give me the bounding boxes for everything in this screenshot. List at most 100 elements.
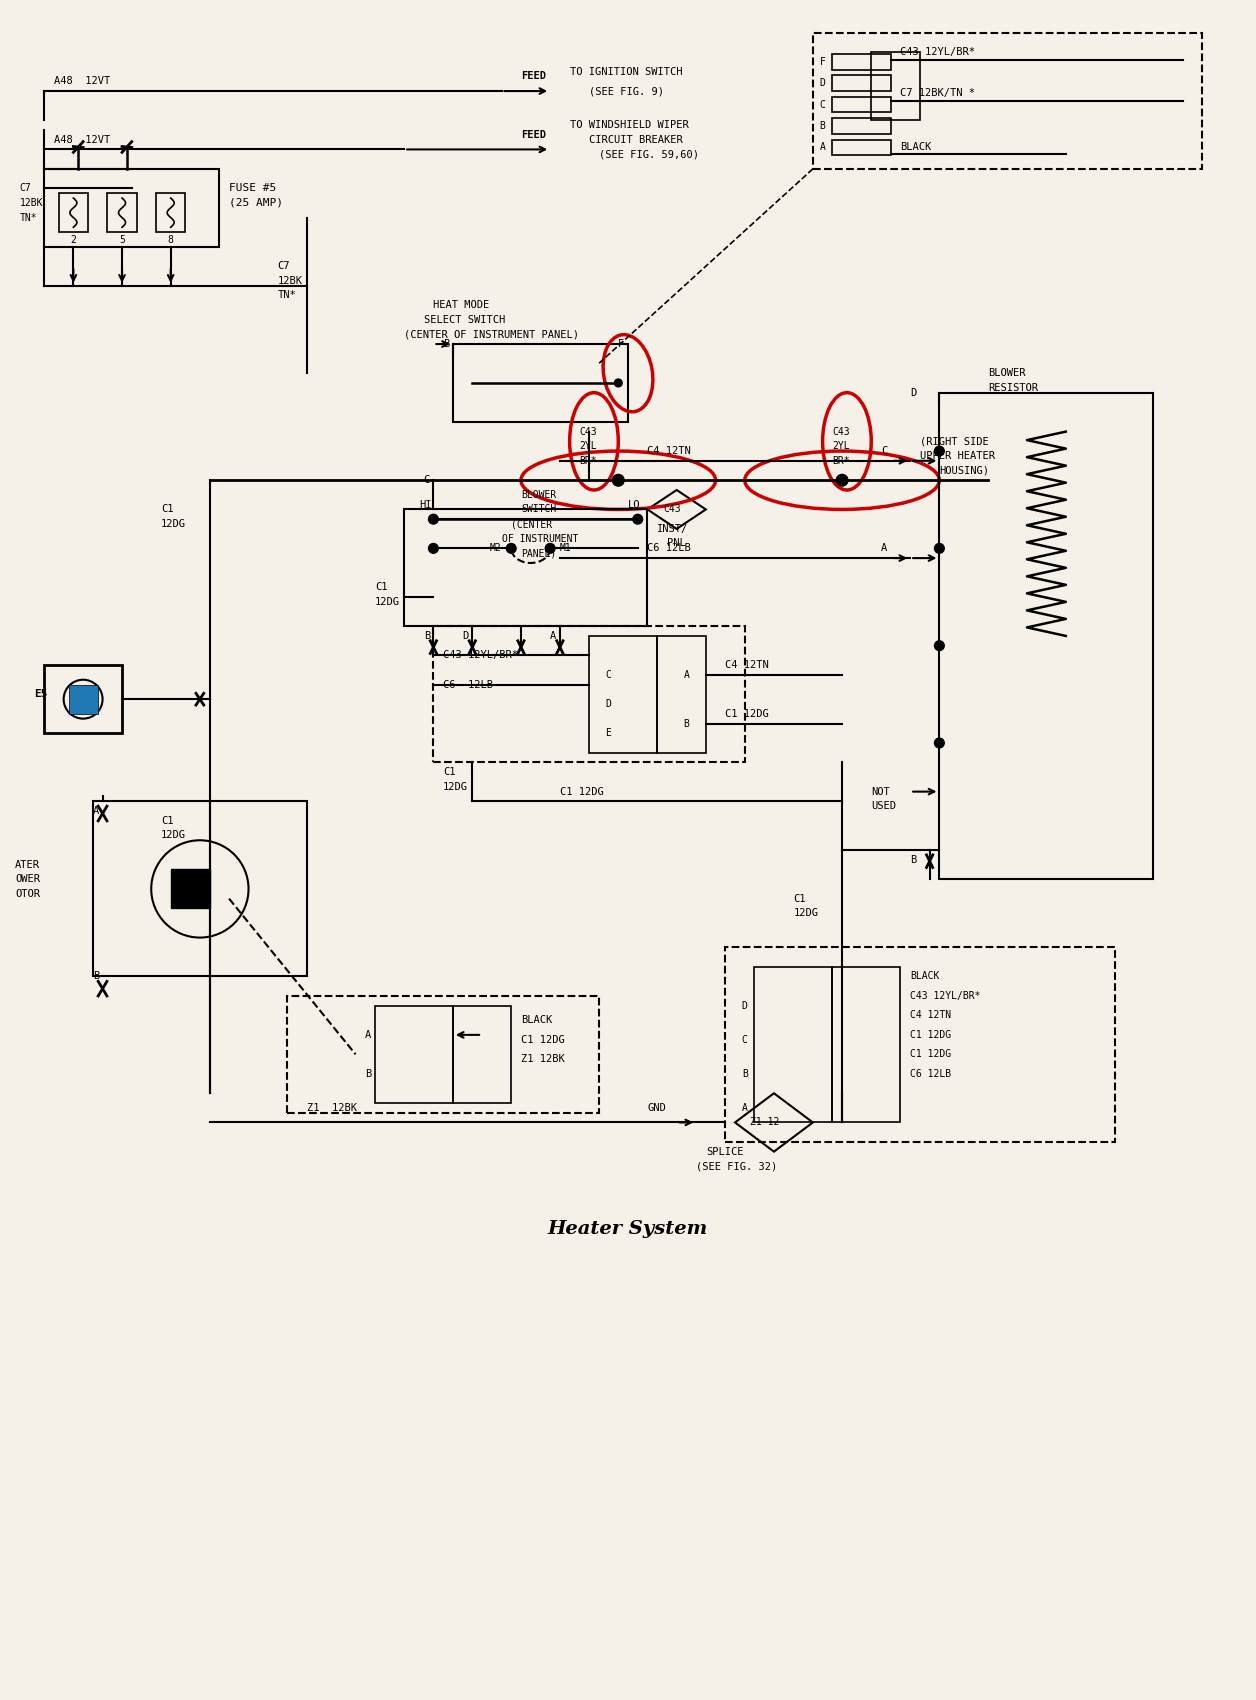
Text: C6 12LB: C6 12LB: [647, 544, 691, 554]
Text: C7 12BK/TN *: C7 12BK/TN *: [901, 88, 976, 99]
Text: NOT: NOT: [872, 787, 891, 797]
Bar: [453, 343, 628, 422]
Text: C: C: [820, 100, 825, 110]
Text: Z1  12BK: Z1 12BK: [306, 1103, 357, 1114]
Text: C1: C1: [443, 767, 456, 777]
Text: OTOR: OTOR: [15, 889, 40, 899]
Text: C: C: [605, 670, 612, 680]
Text: SELECT SWITCH: SELECT SWITCH: [423, 314, 505, 325]
Text: D: D: [911, 388, 917, 398]
Bar: [657, 636, 706, 753]
Text: A: A: [550, 631, 556, 641]
Bar: [44, 168, 220, 246]
Circle shape: [633, 515, 643, 524]
Text: C6  12LB: C6 12LB: [443, 680, 494, 690]
Circle shape: [613, 474, 624, 486]
Text: C7: C7: [20, 184, 31, 194]
Bar: [872, 53, 919, 121]
Circle shape: [934, 641, 945, 651]
Text: FEED: FEED: [521, 129, 546, 139]
Text: C4 12TN: C4 12TN: [725, 660, 769, 670]
Text: E5: E5: [34, 688, 48, 699]
Circle shape: [934, 445, 945, 456]
Bar: [833, 75, 891, 92]
Text: C43 12YL/BR*: C43 12YL/BR*: [443, 651, 519, 660]
Text: BR*: BR*: [579, 456, 597, 466]
Text: PANEL): PANEL): [521, 547, 556, 558]
Text: A: A: [742, 1103, 747, 1114]
Text: LO: LO: [628, 500, 641, 510]
Text: (SEE FIG. 32): (SEE FIG. 32): [696, 1161, 777, 1171]
Text: OWER: OWER: [15, 874, 40, 884]
Text: (RIGHT SIDE: (RIGHT SIDE: [919, 437, 988, 447]
Bar: [433, 626, 745, 762]
Bar: [813, 32, 1202, 168]
Text: HOUSING): HOUSING): [939, 466, 990, 476]
Text: BLOWER: BLOWER: [521, 490, 556, 500]
Text: M2: M2: [490, 544, 501, 554]
Text: B: B: [820, 121, 825, 131]
Text: C6 12LB: C6 12LB: [911, 1069, 951, 1080]
Text: B: B: [683, 719, 690, 729]
Text: HEAT MODE: HEAT MODE: [433, 301, 490, 309]
Text: BLACK: BLACK: [901, 141, 932, 151]
Bar: [59, 194, 88, 233]
Text: RESISTOR: RESISTOR: [988, 382, 1037, 393]
Text: Z1 12: Z1 12: [750, 1117, 779, 1127]
Bar: [939, 393, 1153, 879]
Text: C1 12DG: C1 12DG: [911, 1030, 951, 1040]
Text: (CENTER: (CENTER: [511, 518, 553, 529]
Text: UPPER HEATER: UPPER HEATER: [919, 450, 995, 461]
Text: C43: C43: [663, 505, 681, 515]
Text: 12DG: 12DG: [161, 830, 186, 840]
Text: BLACK: BLACK: [911, 971, 939, 981]
Bar: [404, 510, 647, 626]
Text: B: B: [911, 855, 917, 865]
Text: M1: M1: [560, 544, 571, 554]
Text: C: C: [742, 1035, 747, 1046]
Text: C1 12DG: C1 12DG: [560, 787, 604, 797]
Text: A: A: [365, 1030, 372, 1040]
Text: TN*: TN*: [278, 291, 296, 301]
Bar: [156, 194, 186, 233]
Circle shape: [934, 544, 945, 552]
Text: A48  12VT: A48 12VT: [54, 134, 111, 145]
Text: 12DG: 12DG: [794, 908, 819, 918]
Bar: [376, 1006, 453, 1103]
Text: D: D: [462, 631, 468, 641]
Text: D: D: [742, 1001, 747, 1012]
Text: E: E: [605, 728, 612, 738]
Text: OF INSTRUMENT: OF INSTRUMENT: [501, 534, 578, 544]
Text: GND: GND: [647, 1103, 666, 1114]
Text: 12BK: 12BK: [278, 275, 303, 286]
Bar: [755, 967, 833, 1122]
Bar: [108, 194, 137, 233]
Text: 2YL: 2YL: [579, 442, 597, 450]
Text: C: C: [880, 445, 887, 456]
Text: (SEE FIG. 59,60): (SEE FIG. 59,60): [599, 150, 698, 160]
Text: TN*: TN*: [20, 212, 38, 223]
Circle shape: [934, 738, 945, 748]
Text: FUSE #5: FUSE #5: [229, 184, 276, 194]
Text: FEED: FEED: [521, 71, 546, 82]
Text: C1: C1: [794, 894, 806, 904]
Text: F: F: [618, 338, 624, 348]
Bar: [171, 869, 210, 908]
Text: C1 12DG: C1 12DG: [521, 1035, 565, 1046]
Text: B: B: [443, 338, 450, 348]
Circle shape: [428, 515, 438, 524]
Bar: [589, 636, 657, 753]
Bar: [288, 996, 599, 1114]
Text: C4 12TN: C4 12TN: [647, 445, 691, 456]
Text: C43 12YL/BR*: C43 12YL/BR*: [911, 991, 981, 1001]
Text: C43 12YL/BR*: C43 12YL/BR*: [901, 48, 976, 58]
Text: TO IGNITION SWITCH: TO IGNITION SWITCH: [570, 66, 682, 76]
Text: (CENTER OF INSTRUMENT PANEL): (CENTER OF INSTRUMENT PANEL): [404, 330, 579, 340]
Text: (25 AMP): (25 AMP): [229, 197, 283, 207]
Text: 12DG: 12DG: [376, 597, 399, 607]
Bar: [69, 685, 98, 714]
Bar: [833, 967, 901, 1122]
Text: 12DG: 12DG: [161, 518, 186, 529]
Text: BR*: BR*: [833, 456, 850, 466]
Circle shape: [614, 379, 622, 388]
